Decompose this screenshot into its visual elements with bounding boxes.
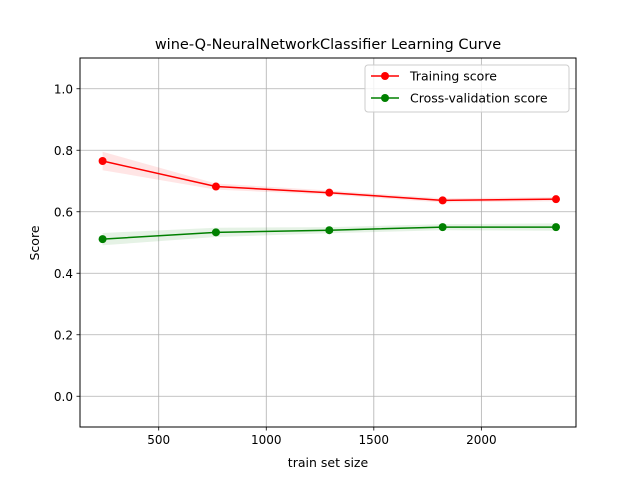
legend: Training score Cross-validation score xyxy=(364,64,570,113)
y-axis-label: Score xyxy=(27,225,42,260)
cross-validation-score-point xyxy=(98,235,107,244)
y-tick-label: 0.0 xyxy=(54,390,73,404)
x-axis-label: train set size xyxy=(288,455,369,470)
legend-marker-training-score xyxy=(381,72,389,80)
training-score-point xyxy=(438,196,447,205)
training-score-point xyxy=(325,188,334,197)
x-tick-label: 1500 xyxy=(359,433,390,447)
x-axis-ticks: 500 1000 1500 2000 xyxy=(147,427,497,447)
cross-validation-score-point xyxy=(211,228,220,237)
legend-box xyxy=(364,64,570,113)
cross-validation-score-point xyxy=(551,223,560,232)
x-tick-label: 1000 xyxy=(251,433,282,447)
legend-label-cross-validation-score: Cross-validation score xyxy=(410,91,548,106)
training-score-point xyxy=(211,182,220,191)
training-score-point xyxy=(98,157,107,166)
plot-frame xyxy=(79,57,577,428)
training-score-point xyxy=(551,195,560,204)
y-tick-label: 0.4 xyxy=(54,267,73,281)
y-tick-label: 1.0 xyxy=(54,82,73,96)
y-tick-label: 0.2 xyxy=(54,328,73,342)
series-points xyxy=(98,157,560,244)
legend-label-training-score: Training score xyxy=(409,69,497,84)
x-tick-label: 2000 xyxy=(466,433,497,447)
y-tick-label: 0.8 xyxy=(54,144,73,158)
legend-marker-cross-validation-score xyxy=(381,94,389,102)
x-tick-label: 500 xyxy=(147,433,170,447)
cross-validation-score-point xyxy=(325,226,334,235)
cross-validation-score-point xyxy=(438,223,447,232)
y-tick-label: 0.6 xyxy=(54,205,73,219)
chart-title: wine-Q-NeuralNetworkClassifier Learning … xyxy=(155,37,501,53)
y-axis-ticks: 0.0 0.2 0.4 0.6 0.8 1.0 xyxy=(54,82,80,404)
